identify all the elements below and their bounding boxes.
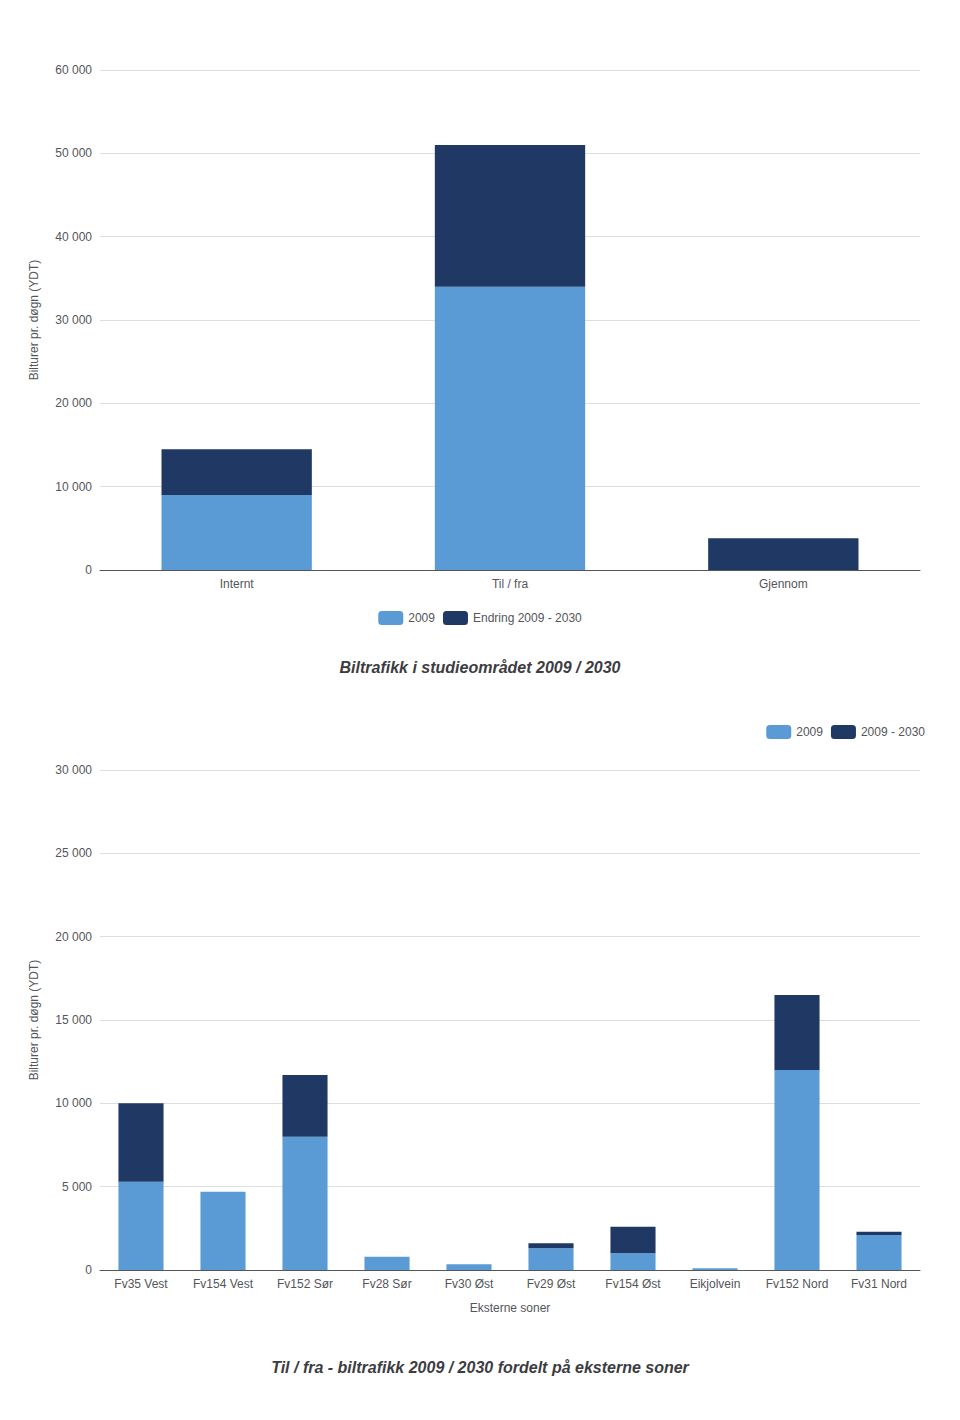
svg-text:Fv29 Øst: Fv29 Øst: [527, 1277, 576, 1291]
svg-text:20 000: 20 000: [55, 930, 92, 944]
svg-text:Fv154 Vest: Fv154 Vest: [193, 1277, 254, 1291]
svg-text:Bilturer pr. døgn (YDT): Bilturer pr. døgn (YDT): [27, 960, 41, 1081]
svg-text:0: 0: [85, 1263, 92, 1277]
svg-text:Fv35 Vest: Fv35 Vest: [114, 1277, 168, 1291]
svg-text:Fv28 Sør: Fv28 Sør: [362, 1277, 411, 1291]
svg-text:20 000: 20 000: [55, 396, 92, 410]
svg-text:Til / fra: Til / fra: [492, 577, 529, 591]
svg-text:2009: 2009: [796, 725, 823, 739]
svg-text:50 000: 50 000: [55, 146, 92, 160]
svg-text:Fv154 Øst: Fv154 Øst: [605, 1277, 661, 1291]
svg-text:2009 - 2030: 2009 - 2030: [861, 725, 925, 739]
svg-text:10 000: 10 000: [55, 480, 92, 494]
svg-text:Eikjolvein: Eikjolvein: [690, 1277, 741, 1291]
svg-text:Fv30 Øst: Fv30 Øst: [445, 1277, 494, 1291]
svg-text:Fv31 Nord: Fv31 Nord: [851, 1277, 907, 1291]
svg-text:2009: 2009: [408, 611, 435, 625]
svg-text:5 000: 5 000: [62, 1180, 92, 1194]
svg-text:Fv152 Nord: Fv152 Nord: [766, 1277, 829, 1291]
svg-text:0: 0: [85, 563, 92, 577]
svg-text:60 000: 60 000: [55, 63, 92, 77]
svg-text:Fv152 Sør: Fv152 Sør: [277, 1277, 333, 1291]
svg-text:40 000: 40 000: [55, 230, 92, 244]
svg-text:30 000: 30 000: [55, 763, 92, 777]
svg-text:Til / fra - biltrafikk 2009 /: Til / fra - biltrafikk 2009 / 2030 forde…: [271, 1359, 689, 1376]
svg-text:Internt: Internt: [220, 577, 255, 591]
svg-text:Biltrafikk i studieområdet 200: Biltrafikk i studieområdet 2009 / 2030: [339, 659, 620, 676]
svg-text:30 000: 30 000: [55, 313, 92, 327]
svg-text:10 000: 10 000: [55, 1096, 92, 1110]
svg-text:Endring 2009 - 2030: Endring 2009 - 2030: [473, 611, 582, 625]
svg-text:Gjennom: Gjennom: [759, 577, 808, 591]
svg-text:Eksterne soner: Eksterne soner: [470, 1301, 551, 1315]
svg-text:Bilturer pr. døgn (YDT): Bilturer pr. døgn (YDT): [27, 260, 41, 381]
svg-text:25 000: 25 000: [55, 846, 92, 860]
svg-text:15 000: 15 000: [55, 1013, 92, 1027]
